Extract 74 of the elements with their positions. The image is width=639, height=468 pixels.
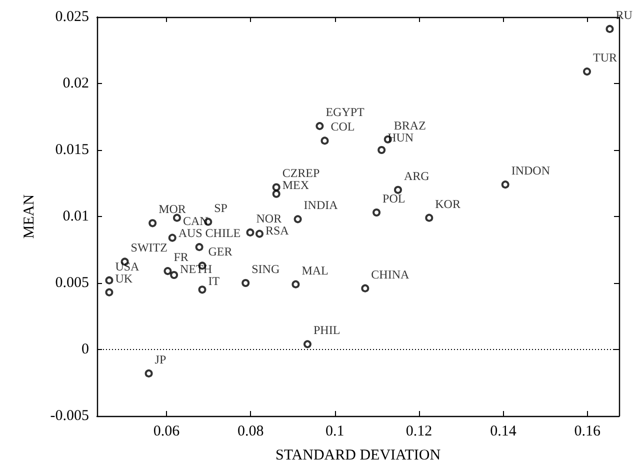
y-tick-label: 0.005 xyxy=(55,275,89,291)
annotation: EGYPT xyxy=(326,105,366,120)
annotation: ARG xyxy=(404,168,430,183)
x-tick-label: 0.06 xyxy=(153,424,180,440)
x-tick-label: 0.1 xyxy=(325,424,344,440)
point xyxy=(272,183,280,192)
annotation: KOR xyxy=(435,196,460,211)
point xyxy=(294,215,302,224)
y-tick-label: 0.015 xyxy=(55,142,89,158)
point xyxy=(303,340,312,348)
annotation: MAL xyxy=(302,263,328,278)
y-tick-label: 0 xyxy=(82,342,89,358)
point xyxy=(242,279,250,287)
annotation: HUN xyxy=(388,130,414,144)
point xyxy=(168,234,176,242)
point xyxy=(144,369,153,378)
annotation: USA xyxy=(115,259,140,274)
point xyxy=(148,219,157,228)
point xyxy=(272,190,280,198)
point xyxy=(316,122,324,130)
point xyxy=(170,271,178,280)
point xyxy=(172,214,181,222)
point xyxy=(583,68,592,76)
point xyxy=(361,284,370,292)
x-tick-label: 0.16 xyxy=(574,424,602,440)
point xyxy=(372,208,381,217)
annotation: INDIA xyxy=(304,198,338,212)
annotation: POL xyxy=(382,192,406,206)
annotation: CHINA xyxy=(371,267,410,282)
annotation: RSA xyxy=(265,223,290,238)
point xyxy=(425,214,434,222)
annotation: SWITZ xyxy=(130,240,168,255)
x-axis-title: STANDARD DEVIATION xyxy=(275,448,441,464)
annotation: CHILE xyxy=(205,226,241,240)
x-tick-label: 0.14 xyxy=(490,424,517,440)
point xyxy=(501,180,510,189)
point xyxy=(606,24,614,33)
x-tick-label: 0.08 xyxy=(238,424,264,440)
annotation: SP xyxy=(214,200,228,215)
y-tick-label: -0.005 xyxy=(50,408,89,424)
annotation: IT xyxy=(208,274,220,288)
point xyxy=(256,230,264,238)
point xyxy=(195,243,204,252)
point xyxy=(164,267,172,276)
point xyxy=(394,186,402,194)
x-tick-label: 0.12 xyxy=(406,424,432,440)
point xyxy=(105,276,114,284)
point xyxy=(292,280,300,288)
annotation: NOR xyxy=(256,211,282,226)
point xyxy=(105,288,114,296)
annotation: MOR xyxy=(158,202,186,216)
annotation: AUS xyxy=(178,226,202,240)
annotation: MEX xyxy=(282,178,310,192)
point xyxy=(246,228,254,236)
annotation: CZREP xyxy=(282,166,320,180)
annotation: NETH xyxy=(180,262,212,276)
y-tick-label: 0.02 xyxy=(62,76,89,92)
y-tick-label: 0.025 xyxy=(55,9,89,25)
annotation: RU xyxy=(616,8,633,22)
annotation: PHIL xyxy=(313,323,340,338)
annotation: BRAZ xyxy=(394,118,426,132)
annotation: UK xyxy=(115,271,133,286)
point xyxy=(198,286,206,294)
annotation: INDON xyxy=(511,164,550,178)
annotation: JP xyxy=(154,352,166,366)
annotation: COL xyxy=(330,120,355,134)
annotation: FR xyxy=(174,250,188,264)
y-axis-title: MEAN xyxy=(22,194,38,239)
point xyxy=(378,146,386,154)
annotation: GER xyxy=(208,244,232,259)
point xyxy=(320,136,329,145)
y-tick-label: 0.01 xyxy=(62,208,89,224)
annotation: SING xyxy=(252,262,280,276)
annotation: TUR xyxy=(593,50,618,65)
